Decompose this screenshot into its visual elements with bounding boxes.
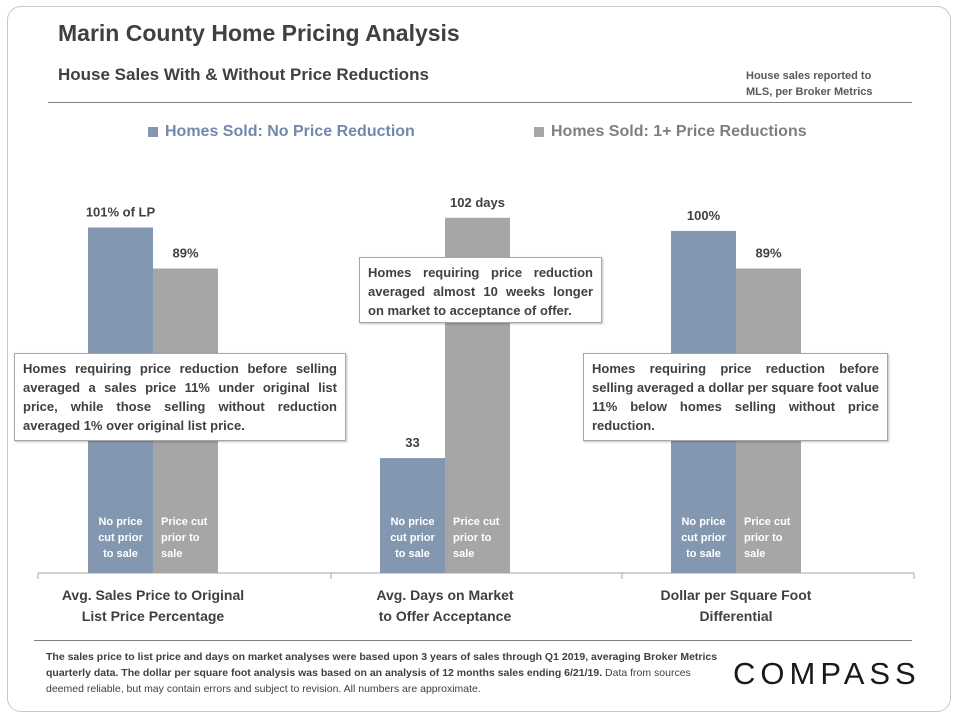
bar-inner-text-no-reduction-1-1: cut prior xyxy=(390,532,435,544)
callout-days-on-market: Homes requiring price reduction averaged… xyxy=(359,257,602,323)
header-divider xyxy=(48,102,912,103)
bar-inner-text-price-reductions-0-1: prior to xyxy=(161,532,200,544)
source-note-line-2: MLS, per Broker Metrics xyxy=(746,86,873,98)
data-label-no-reduction-1: 33 xyxy=(405,435,419,450)
category-label-1-1: to Offer Acceptance xyxy=(379,608,512,624)
bar-inner-text-price-reductions-2-0: Price cut xyxy=(744,516,791,528)
bar-inner-text-no-reduction-2-0: No price xyxy=(681,516,725,528)
category-label-1-0: Avg. Days on Market xyxy=(376,587,514,603)
legend-item-no-reduction: Homes Sold: No Price Reduction xyxy=(148,123,415,141)
bar-inner-text-price-reductions-1-1: prior to xyxy=(453,532,492,544)
footnote-bold: The sales price to list price and days o… xyxy=(46,651,718,679)
bar-no-reduction-1 xyxy=(380,458,445,573)
bar-inner-text-no-reduction-0-2: to sale xyxy=(103,548,138,560)
data-label-no-reduction-2: 100% xyxy=(687,208,721,223)
category-label-0-1: List Price Percentage xyxy=(82,608,225,624)
footnote: The sales price to list price and days o… xyxy=(46,649,726,697)
legend-label-price-reductions: Homes Sold: 1+ Price Reductions xyxy=(551,123,807,140)
category-label-2-1: Differential xyxy=(699,608,772,624)
slide-frame xyxy=(7,6,951,712)
footer-divider xyxy=(34,640,912,641)
bar-inner-text-no-reduction-2-1: cut prior xyxy=(681,532,726,544)
bar-inner-text-no-reduction-0-1: cut prior xyxy=(98,532,143,544)
bar-inner-text-no-reduction-2-2: to sale xyxy=(686,548,721,560)
legend-label-no-reduction: Homes Sold: No Price Reduction xyxy=(165,123,415,140)
bar-inner-text-price-reductions-0-2: sale xyxy=(161,548,182,560)
footnote-disclaimer: Data from sources deemed reliable, but m… xyxy=(46,667,691,695)
bar-inner-text-no-reduction-1-0: No price xyxy=(390,516,434,528)
compass-logo: COMPASS xyxy=(733,656,921,691)
bar-inner-text-price-reductions-0-0: Price cut xyxy=(161,516,208,528)
callout-price-reduction: Homes requiring price reduction before s… xyxy=(14,353,346,441)
bar-inner-text-price-reductions-1-0: Price cut xyxy=(453,516,500,528)
bar-inner-text-price-reductions-2-2: sale xyxy=(744,548,765,560)
data-label-price-reductions-2: 89% xyxy=(755,246,781,261)
bar-inner-text-price-reductions-2-1: prior to xyxy=(744,532,783,544)
page-title: Marin County Home Pricing Analysis xyxy=(58,20,460,46)
data-label-no-reduction-0: 101% of LP xyxy=(86,204,156,219)
bar-inner-text-price-reductions-1-2: sale xyxy=(453,548,474,560)
bar-inner-text-no-reduction-0-0: No price xyxy=(98,516,142,528)
data-label-price-reductions-0: 89% xyxy=(172,246,198,261)
bar-inner-text-no-reduction-1-2: to sale xyxy=(395,548,430,560)
category-label-2-0: Dollar per Square Foot xyxy=(661,587,812,603)
legend-swatch-no-reduction xyxy=(148,127,158,137)
source-note-line-1: House sales reported to xyxy=(746,70,872,82)
legend-swatch-price-reductions xyxy=(534,127,544,137)
data-label-price-reductions-1: 102 days xyxy=(450,195,505,210)
chart-legend: Homes Sold: No Price Reduction Homes Sol… xyxy=(0,123,960,143)
chart-subtitle: House Sales With & Without Price Reducti… xyxy=(58,65,429,84)
category-label-0-0: Avg. Sales Price to Original xyxy=(62,587,244,603)
callout-dollar-per-sqft: Homes requiring price reduction before s… xyxy=(583,353,888,441)
legend-item-price-reductions: Homes Sold: 1+ Price Reductions xyxy=(534,123,807,141)
source-note: House sales reported to MLS, per Broker … xyxy=(746,68,886,100)
